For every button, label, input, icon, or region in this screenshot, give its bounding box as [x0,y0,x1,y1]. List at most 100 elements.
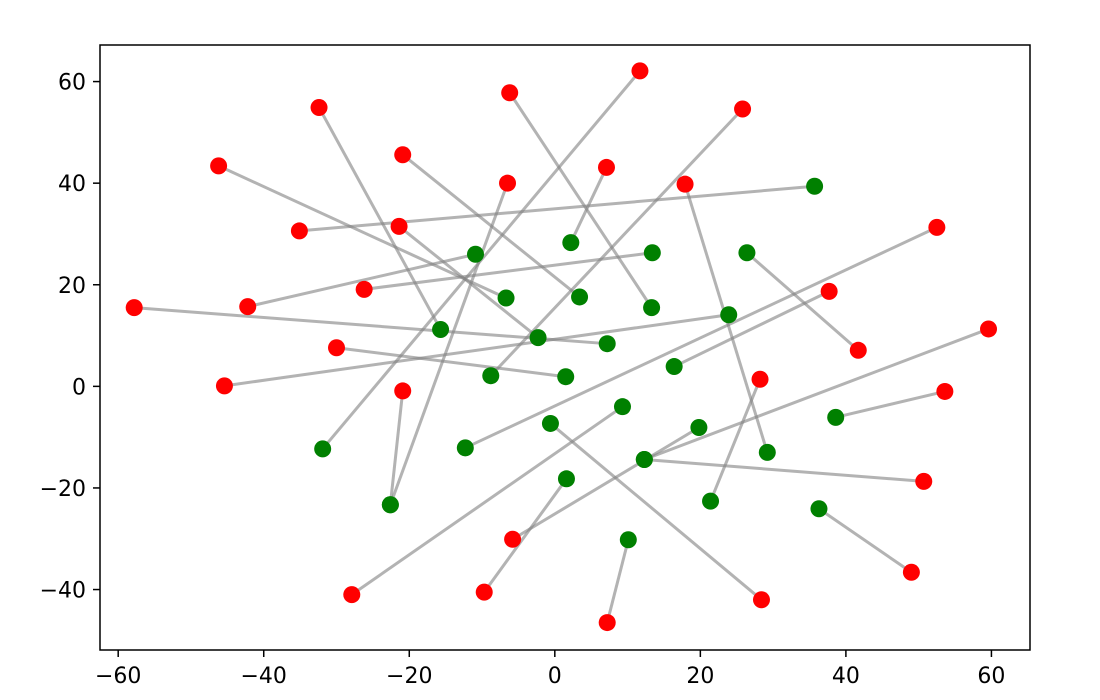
source-point [751,370,769,388]
source-point [501,84,519,102]
target-point [738,244,756,262]
source-point [928,218,946,236]
link-line [818,507,913,574]
target-point [456,439,474,457]
link-line [247,252,476,309]
source-point [210,157,228,175]
source-point [328,339,346,357]
target-point [482,367,500,385]
y-tick-label: 0 [72,375,86,400]
y-tick-label: 60 [58,71,86,96]
source-point [290,222,308,240]
link-line [398,225,540,339]
link-line [224,313,729,388]
link-line [549,422,763,601]
y-axis: −40 −20 0 20 40 60 [40,71,100,604]
link-lines [134,69,990,623]
target-point [643,244,661,262]
link-line [299,184,815,233]
link-line [134,306,608,346]
source-point [631,62,649,80]
link-line [643,327,990,461]
plot-frame [99,44,1031,651]
source-point [475,583,493,601]
target-point [613,398,631,416]
source-point [215,377,233,395]
source-point [980,320,998,338]
source-point [752,591,770,609]
x-tick-label: 40 [832,664,860,689]
x-tick-label: −40 [241,664,287,689]
link-line [605,539,630,623]
source-point [125,299,143,317]
source-point [849,341,867,359]
link-line [835,389,946,419]
target-point [541,414,559,432]
source-point [499,174,517,192]
source-point [598,614,616,632]
link-line [350,405,624,596]
source-point [343,586,361,604]
link-line [464,226,938,450]
link-line [745,251,860,352]
y-tick-label: 20 [58,274,86,299]
target-point [557,470,575,488]
source-point [355,280,373,298]
x-axis: −60 −40 −20 0 20 40 60 [95,650,1005,689]
source-point [597,158,615,176]
link-line [317,106,442,331]
x-tick-label: 0 [548,664,562,689]
data-points [125,62,998,632]
link-line [388,390,405,505]
y-tick-label: −40 [40,579,86,604]
target-point [314,440,332,458]
source-point [239,298,257,316]
source-point [734,100,752,118]
source-point [390,217,408,235]
x-tick-label: 20 [686,664,714,689]
target-point [810,500,828,518]
source-point [310,98,328,116]
target-point [827,408,845,426]
x-tick-label: 60 [977,664,1005,689]
target-point [643,299,661,317]
link-line [508,91,653,309]
target-point [529,329,547,347]
link-line [336,346,566,379]
target-point [690,419,708,437]
target-point [635,451,653,469]
link-line [709,378,762,502]
link-line [483,477,568,593]
source-point [902,563,920,581]
source-point [394,382,412,400]
plot-background [100,45,1030,650]
source-point [915,472,933,490]
source-point [936,382,954,400]
target-point [619,531,637,549]
source-point [504,530,522,548]
target-point [381,496,399,514]
target-point [598,335,616,353]
link-line [644,458,924,483]
target-point [571,288,589,306]
target-point [665,358,683,376]
target-point [806,177,824,195]
link-line [388,182,509,506]
target-point [720,306,738,324]
source-point [820,282,838,300]
target-point [562,234,580,252]
source-point [394,146,412,164]
link-line [511,426,700,541]
target-point [497,289,515,307]
link-line [363,251,653,291]
target-point [466,245,484,263]
y-tick-label: 40 [58,172,86,197]
target-point [432,320,450,338]
x-tick-label: −60 [95,664,141,689]
x-tick-label: −20 [386,664,432,689]
target-point [702,492,720,510]
target-point [557,368,575,386]
target-point [758,443,776,461]
source-point [676,175,694,193]
